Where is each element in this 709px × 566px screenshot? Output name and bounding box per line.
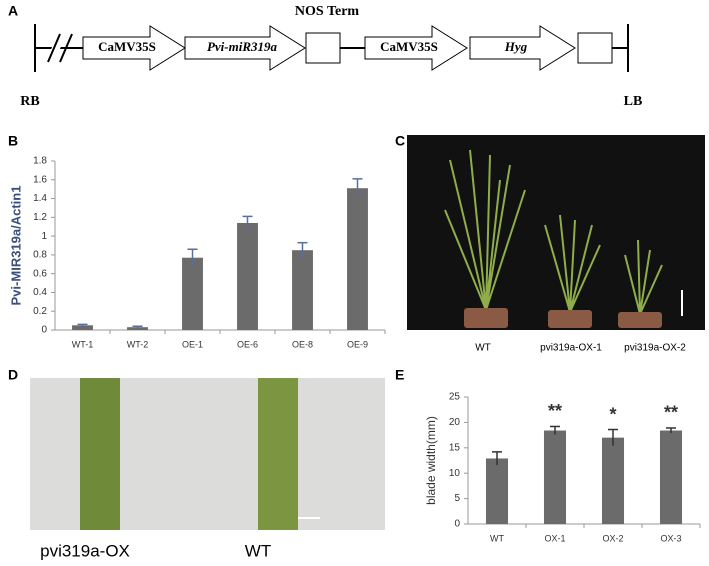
construct-lines [34,24,629,72]
significance-label: * [609,404,616,424]
bar [292,250,313,330]
significance-label: ** [548,401,562,421]
bar [659,430,683,524]
x-tick-label: OE-6 [237,339,258,349]
x-tick-label: OX-3 [660,533,681,543]
nos-label: NOS Term [295,4,360,19]
y-tick-label: 0 [454,519,460,530]
x-tick-label: WT-2 [127,339,149,349]
y-tick-label: 0.8 [33,250,47,261]
bar [485,458,509,524]
bar [543,430,567,524]
bar [127,327,148,330]
significance-label: ** [664,403,678,423]
photo-label: WT [475,343,491,354]
x-tick-label: OX-1 [544,533,565,543]
y-tick-label: 10 [449,468,461,479]
panel-label: C [395,133,405,149]
border-label: RB [20,94,39,109]
bar [601,437,625,524]
element-label: Pvi-miR319a [207,39,278,54]
bar [182,257,203,330]
y-tick-label: 0 [41,325,47,336]
photo-label: WT [245,541,271,560]
y-tick-label: 15 [449,442,461,453]
x-tick-label: OE-1 [182,339,203,349]
x-tick-label: OX-2 [602,533,623,543]
y-axis-label: Pvi-MIR319a/Actin1 [8,186,23,306]
x-tick-label: OE-8 [292,339,313,349]
border-label: LB [624,94,643,109]
panel-label: D [8,367,18,383]
y-tick-label: 0.4 [33,287,47,298]
leaf-photo [30,378,385,530]
bar [72,325,93,330]
y-tick-label: 0.6 [33,268,47,279]
x-tick-label: WT-1 [72,339,94,349]
element-label: CaMV35S [98,39,156,54]
y-tick-label: 1 [41,231,47,242]
y-axis-label: blade width(mm) [424,416,438,505]
y-tick-label: 1.8 [33,156,47,167]
element-label: CaMV35S [380,39,438,54]
element-label: Hyg [504,39,528,54]
photo-label: pvi319a-OX [40,541,130,560]
panel-label: E [395,367,404,383]
panel-label: A [8,3,18,19]
y-tick-label: 20 [449,417,461,428]
bar [237,222,258,330]
x-tick-label: OE-9 [347,339,368,349]
x-tick-label: WT [490,533,504,543]
y-tick-label: 5 [454,493,460,504]
y-tick-label: 1.2 [33,212,47,223]
bar [347,188,368,330]
y-tick-label: 1.6 [33,174,47,185]
y-tick-label: 25 [449,392,461,403]
construct-shapes [82,25,613,71]
photo-label: pvi319a-OX-2 [624,343,686,354]
plant-photo [407,135,705,330]
photo-label: pvi319a-OX-1 [540,343,602,354]
y-tick-label: 0.2 [33,306,47,317]
panel-label: B [8,133,18,149]
y-tick-label: 1.4 [33,193,47,204]
